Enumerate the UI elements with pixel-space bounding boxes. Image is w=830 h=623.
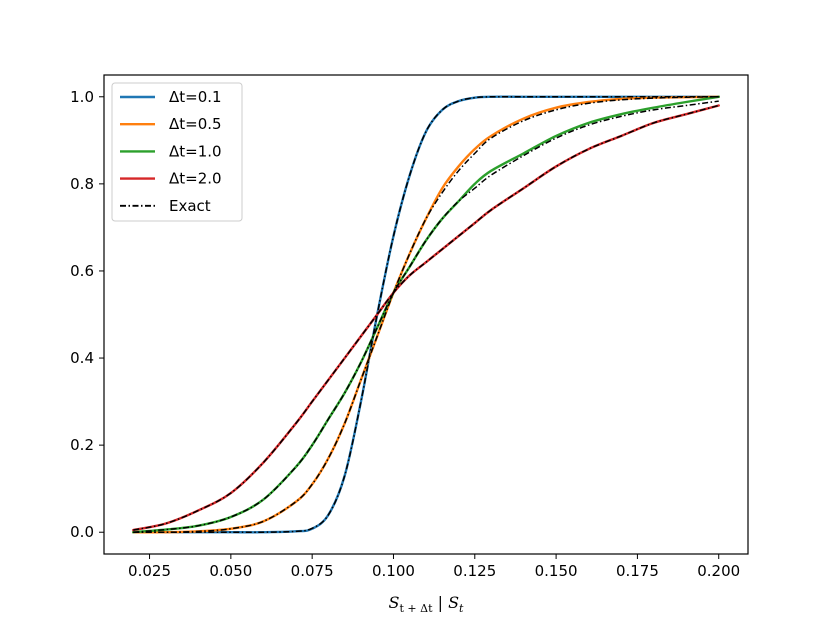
x-axis-label: St + Δt | St <box>389 593 465 615</box>
y-tick-label: 1.0 <box>70 88 94 106</box>
y-tick-label: 0.2 <box>70 436 94 454</box>
exact-line-4 <box>133 104 719 531</box>
legend-label: Δt=2.0 <box>169 170 222 188</box>
plot-frame <box>103 74 749 555</box>
legend-label: Exact <box>169 197 211 215</box>
y-axis-ticks: 0.0 0.2 0.4 0.6 0.8 1.0 <box>70 88 104 541</box>
y-tick-label: 0.0 <box>70 523 94 541</box>
y-tick-label: 0.4 <box>70 349 94 367</box>
x-axis-ticks: 0.025 0.050 0.075 0.100 0.125 0.150 0.175 0.200 <box>128 554 740 580</box>
x-axis-label-sep: | <box>433 593 449 612</box>
y-tick-label: 0.6 <box>70 262 94 280</box>
y-tick-label: 0.8 <box>70 175 94 193</box>
series-layer <box>132 95 720 534</box>
x-tick-label: 0.200 <box>697 562 740 580</box>
x-axis-label-main2: S <box>448 593 459 612</box>
exact-line-1 <box>133 95 719 534</box>
legend-label: Δt=0.5 <box>169 115 222 133</box>
legend-label: Δt=0.1 <box>169 88 222 106</box>
legend-box <box>111 82 243 222</box>
x-axis-label-main: S <box>389 593 400 612</box>
x-axis-label-sub2: t <box>459 602 464 615</box>
exact-line-3 <box>133 100 719 533</box>
x-tick-label: 0.100 <box>372 562 415 580</box>
exact-line-2 <box>133 96 719 534</box>
x-tick-label: 0.025 <box>128 562 171 580</box>
legend-label: Δt=1.0 <box>169 142 222 160</box>
legend: Δt=0.1 Δt=0.5 Δt=1.0 Δt=2.0 Exact <box>111 82 243 222</box>
x-tick-label: 0.150 <box>535 562 578 580</box>
x-tick-label: 0.075 <box>291 562 334 580</box>
x-axis-label-sub1: t + Δt <box>400 602 434 615</box>
series-line-dt-0-5 <box>132 95 720 534</box>
x-tick-label: 0.175 <box>616 562 659 580</box>
x-tick-label: 0.125 <box>453 562 496 580</box>
x-tick-label: 0.050 <box>209 562 252 580</box>
